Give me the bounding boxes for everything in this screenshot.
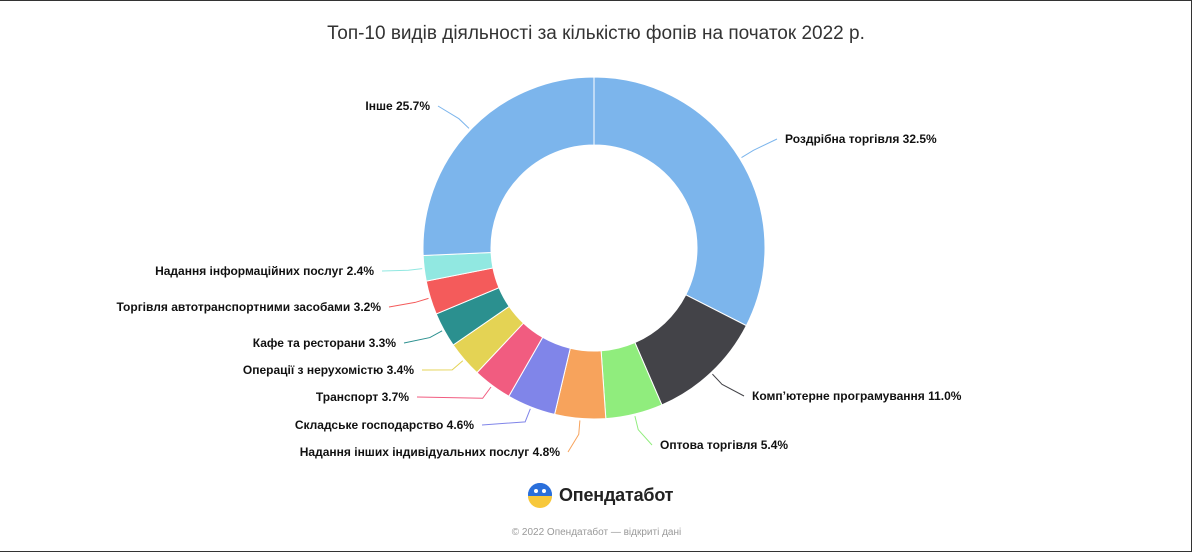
connector-6 — [421, 360, 464, 371]
slices-group — [422, 76, 766, 420]
opendatabot-icon — [528, 483, 552, 508]
connector-7 — [403, 330, 443, 344]
labels-group: Роздрібна торгівля 32.5% Комп’ютерне прог… — [116, 99, 961, 459]
brand-logo[interactable]: Опендатабот — [527, 480, 674, 510]
chart-title: Топ-10 видів діяльності за кількістю фоп… — [327, 23, 865, 44]
footer-credit: © 2022 Опендатабот — відкриті дані — [511, 527, 682, 538]
connector-10 — [437, 105, 470, 129]
data-label-2: Оптова торгівля 5.4% — [660, 438, 788, 452]
brand-name: Опендатабот — [559, 484, 674, 505]
data-label-5: Транспорт 3.7% — [316, 390, 409, 404]
connector-4 — [481, 408, 531, 426]
data-label-8: Торгівля автотранспортними засобами 3.2% — [116, 300, 381, 314]
slice-10[interactable] — [422, 76, 595, 257]
connectors-group — [381, 105, 778, 453]
connector-9 — [381, 268, 423, 272]
data-label-3: Надання інших індивідуальних послуг 4.8% — [300, 445, 561, 459]
slice-0[interactable] — [593, 76, 766, 327]
data-label-4: Складське господарство 4.6% — [295, 418, 474, 432]
connector-0 — [741, 138, 778, 159]
data-label-1: Комп’ютерне програмування 11.0% — [752, 389, 962, 403]
data-label-0: Роздрібна торгівля 32.5% — [785, 132, 937, 146]
data-label-10: Інше 25.7% — [365, 99, 430, 113]
connector-8 — [388, 297, 429, 308]
connector-5 — [416, 386, 492, 399]
data-label-6: Операції з нерухомістю 3.4% — [243, 363, 414, 377]
connector-3 — [567, 420, 581, 453]
data-label-9: Надання інформаційних послуг 2.4% — [155, 264, 374, 278]
data-label-7: Кафе та ресторани 3.3% — [253, 336, 397, 350]
connector-1 — [712, 373, 745, 397]
connector-2 — [634, 415, 653, 446]
